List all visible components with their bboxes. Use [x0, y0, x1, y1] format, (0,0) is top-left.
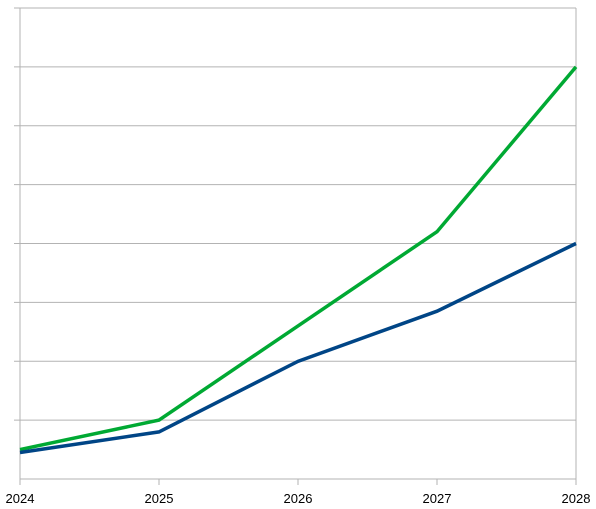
x-tick-label: 2027: [423, 491, 452, 506]
x-tick-label: 2026: [284, 491, 313, 506]
x-axis-ticks: 2024 2025 2026 2027 2028: [6, 479, 591, 506]
x-tick-label: 2028: [562, 491, 591, 506]
x-tick-label: 2024: [6, 491, 35, 506]
x-tick-label: 2025: [145, 491, 174, 506]
grid-lines: [20, 7, 576, 421]
series-line-2: [19, 241, 577, 455]
series-line-1: [19, 65, 578, 452]
series-lines: [19, 65, 578, 455]
